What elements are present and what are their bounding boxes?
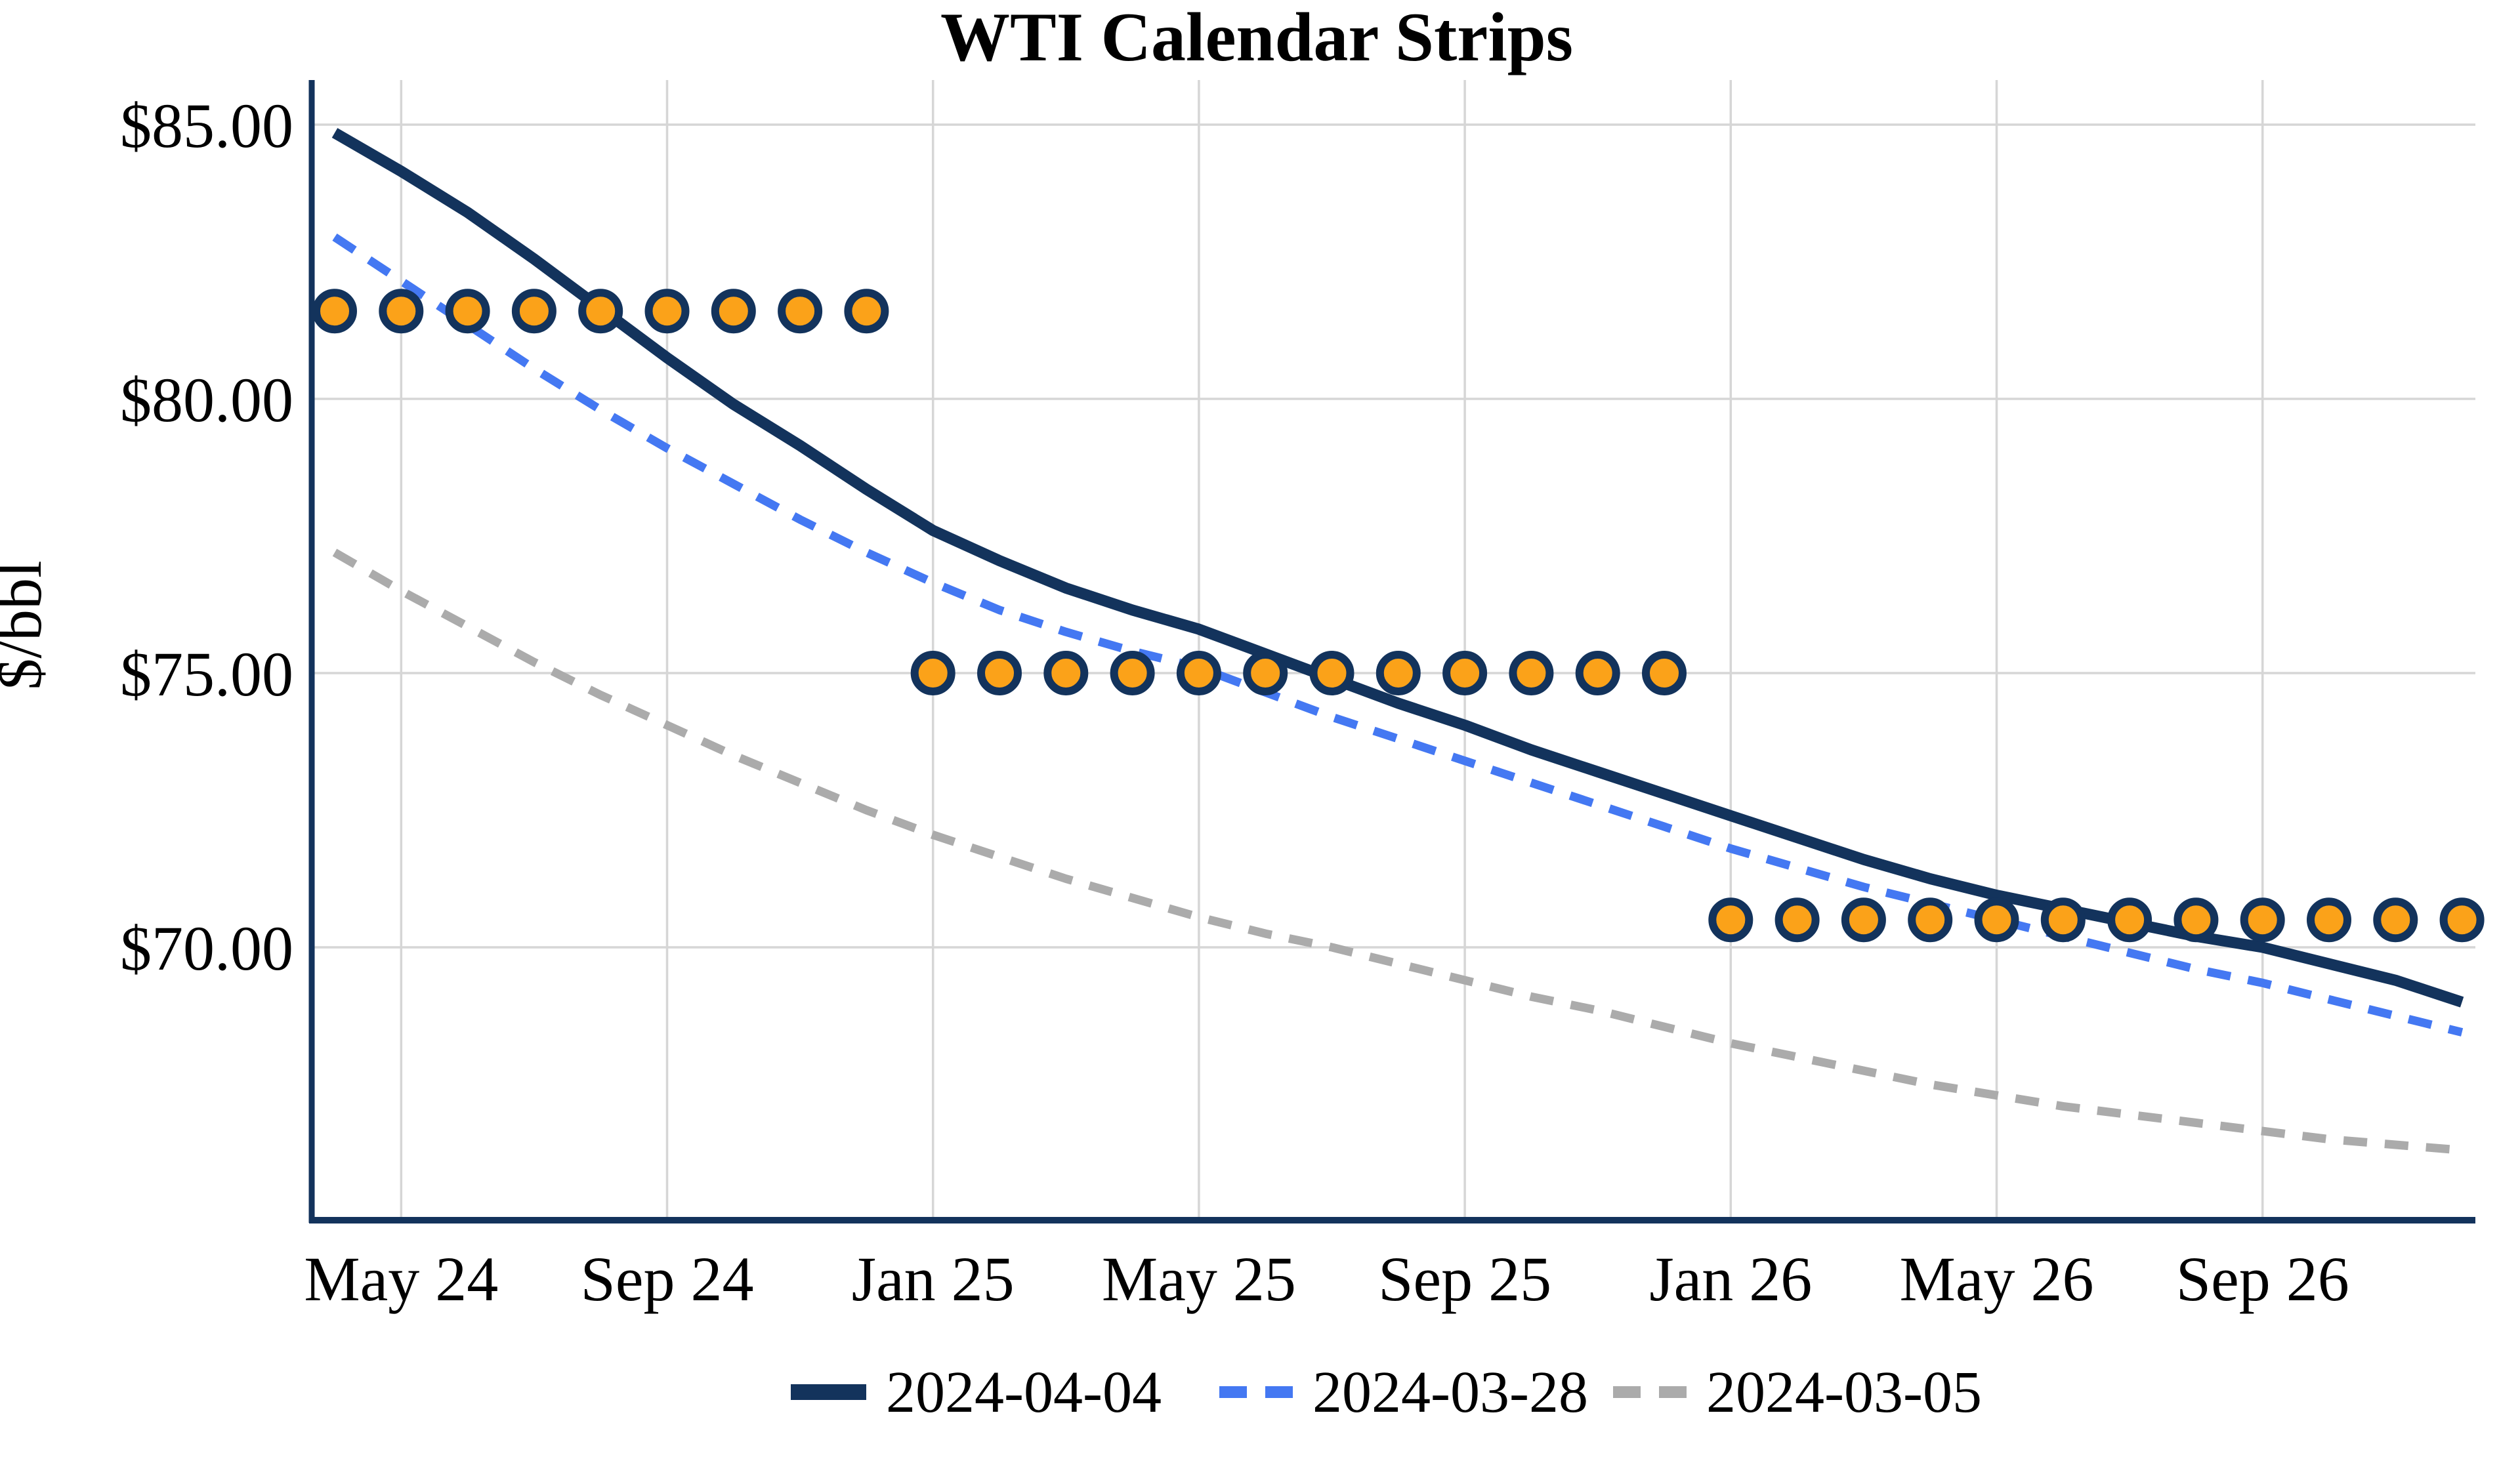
legend-label-2024-03-05: 2024-03-05 — [1706, 1360, 1982, 1425]
strip-dot — [1243, 651, 1288, 695]
strip-dot — [2373, 897, 2418, 943]
strip-dot — [1708, 897, 1754, 943]
strip-dot — [1509, 651, 1554, 695]
x-tick-label: Sep 24 — [581, 1244, 754, 1314]
strip-dot — [2307, 897, 2351, 943]
legend-item: 2024-04-04 — [791, 1360, 1162, 1425]
x-tick-label: May 24 — [304, 1244, 498, 1314]
strip-dot — [1974, 897, 2019, 943]
strip-dot — [1774, 897, 1820, 943]
legend-item: 2024-03-28 — [1219, 1360, 1588, 1425]
x-tick-label: Sep 25 — [1378, 1244, 1551, 1314]
x-tick-label: Jan 25 — [852, 1244, 1015, 1314]
y-tick-label: $80.00 — [120, 365, 293, 435]
strip-dot — [312, 289, 357, 334]
strip-dot — [2174, 897, 2219, 943]
strip-dot — [511, 289, 556, 334]
tick-labels: $85.00 $80.00 $75.00 $70.00 May 24 Sep 24 Jan … — [120, 91, 2349, 1314]
series-line-2024-03-28 — [332, 233, 2464, 1037]
strip-dot — [910, 651, 956, 695]
strip-dot — [1176, 651, 1221, 695]
strip-dot — [1110, 651, 1155, 695]
legend-label-2024-03-28: 2024-03-28 — [1312, 1360, 1588, 1425]
strip-dot — [977, 651, 1022, 695]
legend-item: 2024-03-05 — [1613, 1360, 1982, 1425]
gridlines — [312, 80, 2475, 1220]
y-axis-title: $/bbl — [0, 560, 54, 689]
legend-label-2024-04-04: 2024-04-04 — [886, 1360, 1162, 1425]
legend: 2024-04-04 2024-03-28 2024-03-05 — [791, 1360, 1982, 1425]
strip-dot — [1043, 651, 1089, 695]
y-tick-label: $85.00 — [120, 91, 293, 161]
strip-dot — [1841, 897, 1886, 943]
strip-dot — [1908, 897, 1953, 943]
series-line-2024-04-04 — [331, 128, 2464, 1008]
strip-dots — [312, 289, 2485, 943]
chart-title: WTI Calendar Strips — [940, 0, 1573, 75]
strip-dot — [2107, 897, 2152, 943]
strip-dot — [1642, 651, 1687, 695]
x-tick-label: Jan 26 — [1649, 1244, 1812, 1314]
x-tick-label: Sep 26 — [2176, 1244, 2349, 1314]
series-lines — [331, 128, 2464, 1155]
strip-dot — [711, 289, 756, 334]
strip-dot — [379, 289, 424, 334]
strip-dot — [2439, 897, 2485, 943]
strip-dot — [1309, 651, 1354, 695]
x-tick-label: May 25 — [1102, 1244, 1296, 1314]
y-tick-label: $75.00 — [120, 639, 293, 709]
strip-dot — [445, 289, 490, 334]
strip-dot — [1442, 651, 1488, 695]
y-tick-label: $70.00 — [120, 913, 293, 983]
x-tick-label: May 26 — [1900, 1244, 2094, 1314]
strip-dot — [844, 289, 889, 334]
strip-dot — [778, 289, 823, 334]
strip-dot — [644, 289, 690, 334]
strip-dot — [2040, 897, 2086, 943]
strip-dot — [2240, 897, 2285, 943]
series-line-2024-03-05 — [332, 548, 2463, 1155]
strip-dot — [578, 289, 623, 334]
strip-dot — [1376, 651, 1421, 695]
strip-dot — [1575, 651, 1620, 695]
axes — [308, 80, 2475, 1223]
